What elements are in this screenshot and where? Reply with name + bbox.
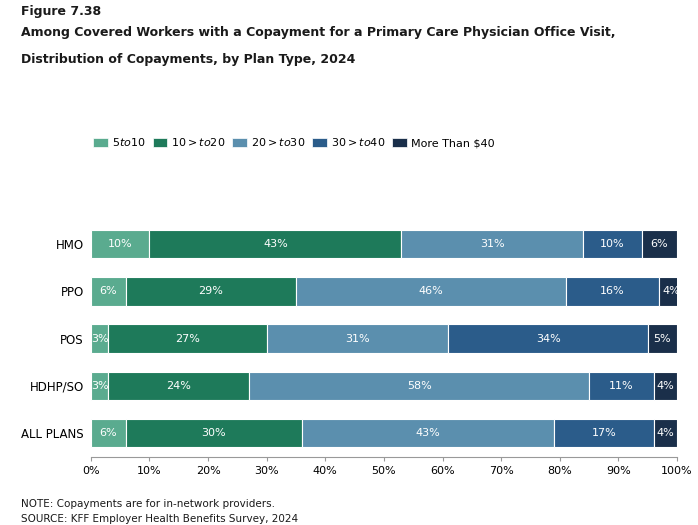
Bar xyxy=(401,230,584,258)
Bar xyxy=(149,230,401,258)
Text: 34%: 34% xyxy=(535,333,560,344)
Bar xyxy=(648,324,677,353)
Text: 46%: 46% xyxy=(418,286,443,297)
Text: 6%: 6% xyxy=(100,286,117,297)
Bar xyxy=(91,419,126,447)
Bar xyxy=(126,419,302,447)
Text: 31%: 31% xyxy=(346,333,370,344)
Bar xyxy=(126,277,296,306)
Text: Figure 7.38: Figure 7.38 xyxy=(21,5,101,18)
Bar xyxy=(302,419,554,447)
Bar xyxy=(108,372,249,400)
Text: 17%: 17% xyxy=(591,428,616,438)
Bar xyxy=(589,372,653,400)
Text: Distribution of Copayments, by Plan Type, 2024: Distribution of Copayments, by Plan Type… xyxy=(21,52,355,66)
Text: 58%: 58% xyxy=(407,381,431,391)
Text: 3%: 3% xyxy=(91,333,108,344)
Text: SOURCE: KFF Employer Health Benefits Survey, 2024: SOURCE: KFF Employer Health Benefits Sur… xyxy=(21,514,298,524)
Bar xyxy=(584,230,642,258)
Text: 10%: 10% xyxy=(600,239,625,249)
Text: 5%: 5% xyxy=(653,333,671,344)
Bar xyxy=(554,419,653,447)
Text: 3%: 3% xyxy=(91,381,108,391)
Text: 29%: 29% xyxy=(198,286,223,297)
Text: 10%: 10% xyxy=(107,239,133,249)
Text: 43%: 43% xyxy=(263,239,288,249)
Bar xyxy=(91,230,149,258)
Legend: $5 to $10, $10> to $20, $20> to $30, $30> to $40, More Than $40: $5 to $10, $10> to $20, $20> to $30, $30… xyxy=(94,136,495,148)
Bar xyxy=(642,230,677,258)
Bar xyxy=(653,372,677,400)
Bar xyxy=(653,419,677,447)
Text: Among Covered Workers with a Copayment for a Primary Care Physician Office Visit: Among Covered Workers with a Copayment f… xyxy=(21,26,616,39)
Text: 6%: 6% xyxy=(100,428,117,438)
Text: 6%: 6% xyxy=(651,239,668,249)
Bar xyxy=(91,372,108,400)
Text: 4%: 4% xyxy=(662,286,680,297)
Text: 43%: 43% xyxy=(415,428,440,438)
Bar xyxy=(296,277,565,306)
Bar xyxy=(660,277,683,306)
Text: 31%: 31% xyxy=(480,239,505,249)
Text: 16%: 16% xyxy=(600,286,625,297)
Text: 4%: 4% xyxy=(656,381,674,391)
Text: 4%: 4% xyxy=(656,428,674,438)
Bar xyxy=(108,324,267,353)
Text: 24%: 24% xyxy=(166,381,191,391)
Text: 27%: 27% xyxy=(175,333,200,344)
Bar xyxy=(249,372,589,400)
Text: NOTE: Copayments are for in-network providers.: NOTE: Copayments are for in-network prov… xyxy=(21,499,275,509)
Bar xyxy=(91,277,126,306)
Bar xyxy=(565,277,660,306)
Bar xyxy=(448,324,648,353)
Text: 11%: 11% xyxy=(609,381,634,391)
Bar xyxy=(267,324,448,353)
Bar xyxy=(91,324,108,353)
Text: 30%: 30% xyxy=(202,428,226,438)
